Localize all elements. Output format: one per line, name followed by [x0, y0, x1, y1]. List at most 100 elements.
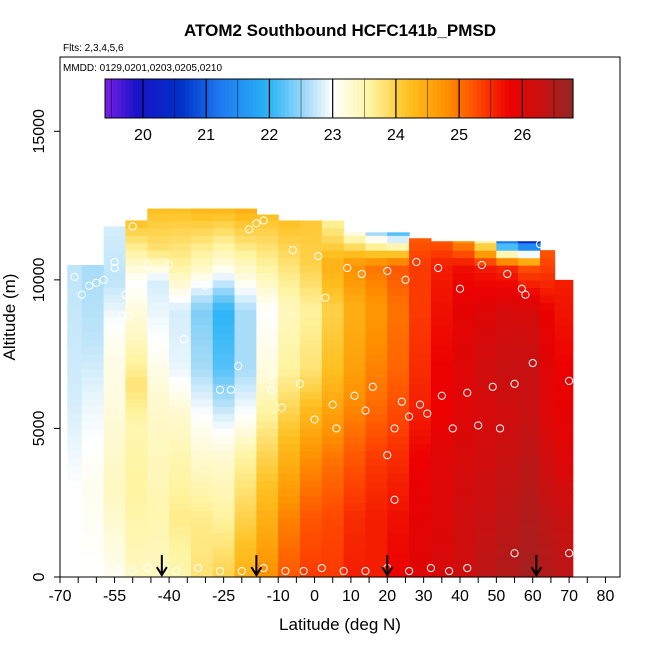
- field-cell: [125, 435, 148, 444]
- field-cell: [554, 383, 574, 392]
- field-cell: [343, 450, 367, 459]
- field-cell: [496, 391, 519, 400]
- colorbar-swatch: [213, 79, 218, 118]
- field-column: [496, 241, 519, 578]
- field-cell: [540, 376, 556, 385]
- field-cell: [321, 317, 345, 326]
- field-cell: [387, 257, 410, 266]
- field-cell: [256, 495, 279, 504]
- field-cell: [212, 220, 236, 229]
- field-cell: [190, 443, 214, 452]
- colorbar-swatch: [565, 79, 570, 118]
- observation-point: [426, 563, 436, 573]
- field-cell: [474, 569, 497, 578]
- field-cell: [234, 302, 257, 311]
- field-cell: [430, 569, 454, 578]
- field-cell: [234, 324, 257, 333]
- plot-frame: [59, 56, 621, 578]
- field-cell: [81, 302, 105, 311]
- field-cell: [540, 510, 556, 519]
- field-cell: [256, 302, 279, 311]
- field-cell: [518, 354, 541, 363]
- field-cell: [365, 510, 388, 519]
- colorbar-swatch: [389, 79, 394, 118]
- field-cell: [365, 287, 388, 296]
- field-cell: [430, 554, 454, 563]
- field-cell: [409, 324, 432, 333]
- field-cell: [278, 257, 301, 266]
- field-cell: [554, 458, 574, 467]
- observation-point: [495, 424, 505, 433]
- field-cell: [474, 257, 497, 266]
- field-cell: [540, 250, 556, 259]
- field-cell: [518, 339, 541, 348]
- field-cell: [474, 525, 497, 534]
- field-cell: [496, 302, 519, 311]
- field-cell: [234, 227, 257, 236]
- field-cell: [343, 421, 367, 430]
- field-cell: [409, 361, 432, 370]
- field-column: [234, 208, 257, 578]
- field-cell: [554, 406, 574, 415]
- field-cell: [147, 208, 170, 214]
- field-cell: [147, 242, 170, 251]
- field-cell: [365, 317, 388, 326]
- field-cell: [365, 339, 388, 348]
- colorbar-swatch: [237, 79, 242, 118]
- field-cell: [103, 569, 127, 578]
- field-cell: [125, 376, 148, 385]
- field-cell: [81, 458, 105, 467]
- field-cell: [452, 317, 476, 326]
- colorbar-swatch: [485, 79, 490, 118]
- field-cell: [278, 450, 301, 459]
- field-cell: [234, 220, 257, 229]
- y-tick-label: 0: [31, 572, 48, 581]
- profile-markers: [155, 555, 543, 577]
- field-cell: [496, 376, 519, 385]
- field-cell: [300, 473, 323, 482]
- field-cell: [125, 413, 148, 422]
- field-cell: [430, 294, 454, 303]
- field-cell: [365, 272, 388, 281]
- field-cell: [67, 547, 83, 556]
- field-cell: [81, 354, 105, 363]
- field-cell: [147, 532, 170, 541]
- field-cell: [234, 539, 257, 548]
- field-cell: [540, 406, 556, 415]
- field-cell: [387, 235, 410, 244]
- field-cell: [256, 339, 279, 348]
- field-cell: [343, 242, 367, 251]
- observation-point: [121, 290, 130, 299]
- colorbar-swatch: [201, 79, 206, 118]
- field-cell: [300, 502, 323, 511]
- field-cell: [554, 480, 574, 489]
- field-cell: [452, 510, 476, 519]
- field-cell: [234, 331, 257, 340]
- field-cell: [554, 435, 574, 444]
- field-cell: [540, 346, 556, 355]
- field-cell: [474, 510, 497, 519]
- field-cell: [496, 324, 519, 333]
- colorbar-swatch: [361, 79, 366, 118]
- field-cell: [278, 517, 301, 526]
- colorbar-swatch: [137, 79, 142, 118]
- field-cell: [452, 241, 476, 244]
- field-cell: [278, 346, 301, 355]
- field-cell: [234, 421, 257, 430]
- observation-point: [143, 260, 152, 270]
- field-cell: [212, 361, 236, 370]
- field-cell: [343, 391, 367, 400]
- field-cell: [365, 324, 388, 333]
- field-cell: [387, 361, 410, 370]
- x-axis: -70 -55 -40 -25 -10 0 10 20 30 40 50 60 70 80: [48, 577, 614, 605]
- field-cell: [321, 532, 345, 541]
- field-cell: [496, 435, 519, 444]
- field-cell: [103, 532, 127, 541]
- field-cell: [365, 294, 388, 303]
- field-cell: [474, 361, 497, 370]
- field-cell: [190, 450, 214, 459]
- field-cell: [300, 547, 323, 556]
- field-cell: [169, 525, 192, 534]
- field-cell: [125, 220, 148, 229]
- field-cell: [147, 495, 170, 504]
